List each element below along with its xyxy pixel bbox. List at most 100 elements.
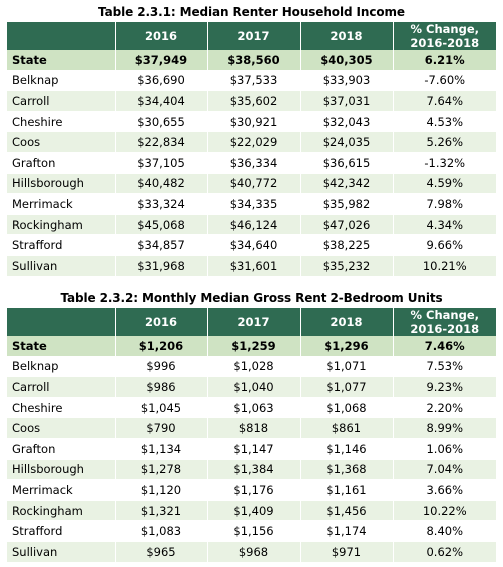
value-2018-cell: $47,026 bbox=[300, 214, 394, 236]
pct-change-cell: 10.22% bbox=[393, 500, 496, 522]
table-row: Sullivan $965 $968 $971 0.62% bbox=[7, 541, 496, 563]
value-2016-cell: $30,655 bbox=[115, 111, 208, 133]
state-row: State $1,206 $1,259 $1,296 7.46% bbox=[7, 336, 496, 357]
income-table-block: Table 2.3.1: Median Renter Household Inc… bbox=[7, 2, 496, 277]
value-2018-cell: $36,615 bbox=[300, 152, 394, 174]
header-county bbox=[7, 22, 116, 50]
value-2017-cell: $22,029 bbox=[207, 131, 301, 153]
row-name-cell: Grafton bbox=[7, 152, 116, 174]
value-2017-cell: $1,384 bbox=[207, 459, 301, 481]
value-2017-cell: $1,156 bbox=[207, 520, 301, 542]
table-row: Rockingham $45,068 $46,124 $47,026 4.34% bbox=[7, 214, 496, 236]
value-2016-cell: $1,321 bbox=[115, 500, 208, 522]
value-2017-cell: $968 bbox=[207, 541, 301, 563]
value-2016-cell: $1,045 bbox=[115, 397, 208, 419]
table-row: Carroll $34,404 $35,602 $37,031 7.64% bbox=[7, 90, 496, 112]
rent-table: 2016 2017 2018 % Change, 2016-2018 State… bbox=[7, 308, 496, 563]
value-2018-cell: $1,174 bbox=[300, 520, 394, 542]
value-2016-cell: $37,105 bbox=[115, 152, 208, 174]
row-name-cell: Grafton bbox=[7, 438, 116, 460]
value-2018-cell: $37,031 bbox=[300, 90, 394, 112]
value-2017-cell: $1,147 bbox=[207, 438, 301, 460]
value-2018-cell: $1,368 bbox=[300, 459, 394, 481]
header-2017: 2017 bbox=[207, 22, 301, 50]
value-2016-cell: $33,324 bbox=[115, 193, 208, 215]
table-row: Hillsborough $1,278 $1,384 $1,368 7.04% bbox=[7, 459, 496, 481]
value-2016-cell: $996 bbox=[115, 356, 208, 378]
value-2018-cell: $1,161 bbox=[300, 479, 394, 501]
income-table-header-row: 2016 2017 2018 % Change, 2016-2018 bbox=[7, 22, 496, 50]
value-2018-cell: $32,043 bbox=[300, 111, 394, 133]
rent-table-block: Table 2.3.2: Monthly Median Gross Rent 2… bbox=[7, 288, 496, 563]
table-row: Coos $790 $818 $861 8.99% bbox=[7, 417, 496, 439]
value-2018-cell: $42,342 bbox=[300, 173, 394, 195]
value-2017-cell: $31,601 bbox=[207, 255, 301, 277]
table-row: Strafford $1,083 $1,156 $1,174 8.40% bbox=[7, 520, 496, 542]
value-2017-cell: $1,040 bbox=[207, 376, 301, 398]
state-row: State $37,949 $38,560 $40,305 6.21% bbox=[7, 50, 496, 71]
value-2016-cell: $45,068 bbox=[115, 214, 208, 236]
value-2016-cell: $36,690 bbox=[115, 70, 208, 92]
value-2016-cell: $965 bbox=[115, 541, 208, 563]
value-2018-cell: $1,296 bbox=[300, 336, 394, 357]
table-row: Grafton $37,105 $36,334 $36,615 -1.32% bbox=[7, 152, 496, 174]
pct-change-cell: 6.21% bbox=[393, 50, 496, 71]
pct-change-cell: 5.26% bbox=[393, 131, 496, 153]
pct-change-cell: 4.34% bbox=[393, 214, 496, 236]
value-2017-cell: $36,334 bbox=[207, 152, 301, 174]
value-2017-cell: $30,921 bbox=[207, 111, 301, 133]
value-2018-cell: $1,068 bbox=[300, 397, 394, 419]
income-table-title: Table 2.3.1: Median Renter Household Inc… bbox=[98, 5, 405, 19]
row-name-cell: Carroll bbox=[7, 376, 116, 398]
pct-change-cell: 9.23% bbox=[393, 376, 496, 398]
value-2018-cell: $1,146 bbox=[300, 438, 394, 460]
table-row: Belknap $996 $1,028 $1,071 7.53% bbox=[7, 356, 496, 378]
pct-change-cell: -1.32% bbox=[393, 152, 496, 174]
pct-change-cell: 4.59% bbox=[393, 173, 496, 195]
value-2016-cell: $40,482 bbox=[115, 173, 208, 195]
row-name-cell: Sullivan bbox=[7, 255, 116, 277]
value-2016-cell: $1,278 bbox=[115, 459, 208, 481]
table-row: Cheshire $1,045 $1,063 $1,068 2.20% bbox=[7, 397, 496, 419]
row-name-cell: State bbox=[7, 336, 116, 357]
value-2017-cell: $40,772 bbox=[207, 173, 301, 195]
value-2018-cell: $35,232 bbox=[300, 255, 394, 277]
value-2018-cell: $33,903 bbox=[300, 70, 394, 92]
value-2018-cell: $1,456 bbox=[300, 500, 394, 522]
pct-change-cell: 3.66% bbox=[393, 479, 496, 501]
table-row: Grafton $1,134 $1,147 $1,146 1.06% bbox=[7, 438, 496, 460]
pct-change-cell: 10.21% bbox=[393, 255, 496, 277]
pct-change-cell: 4.53% bbox=[393, 111, 496, 133]
pct-change-cell: 7.46% bbox=[393, 336, 496, 357]
row-name-cell: Belknap bbox=[7, 356, 116, 378]
value-2018-cell: $1,071 bbox=[300, 356, 394, 378]
value-2017-cell: $38,560 bbox=[207, 50, 301, 71]
header-2018: 2018 bbox=[300, 22, 394, 50]
row-name-cell: State bbox=[7, 50, 116, 71]
pct-change-cell: 9.66% bbox=[393, 234, 496, 256]
header-county bbox=[7, 308, 116, 336]
income-table: 2016 2017 2018 % Change, 2016-2018 State… bbox=[7, 22, 496, 277]
value-2016-cell: $1,206 bbox=[115, 336, 208, 357]
pct-change-cell: 7.04% bbox=[393, 459, 496, 481]
pct-change-cell: 8.99% bbox=[393, 417, 496, 439]
value-2016-cell: $34,857 bbox=[115, 234, 208, 256]
pct-change-cell: 2.20% bbox=[393, 397, 496, 419]
pct-change-cell: 1.06% bbox=[393, 438, 496, 460]
row-name-cell: Cheshire bbox=[7, 111, 116, 133]
table-row: Merrimack $1,120 $1,176 $1,161 3.66% bbox=[7, 479, 496, 501]
row-name-cell: Merrimack bbox=[7, 193, 116, 215]
header-2017: 2017 bbox=[207, 308, 301, 336]
value-2017-cell: $37,533 bbox=[207, 70, 301, 92]
value-2018-cell: $38,225 bbox=[300, 234, 394, 256]
value-2017-cell: $818 bbox=[207, 417, 301, 439]
value-2018-cell: $35,982 bbox=[300, 193, 394, 215]
value-2017-cell: $34,335 bbox=[207, 193, 301, 215]
header-2018: 2018 bbox=[300, 308, 394, 336]
value-2016-cell: $1,134 bbox=[115, 438, 208, 460]
pct-change-cell: -7.60% bbox=[393, 70, 496, 92]
pct-change-cell: 7.53% bbox=[393, 356, 496, 378]
value-2018-cell: $24,035 bbox=[300, 131, 394, 153]
row-name-cell: Rockingham bbox=[7, 214, 116, 236]
value-2016-cell: $22,834 bbox=[115, 131, 208, 153]
